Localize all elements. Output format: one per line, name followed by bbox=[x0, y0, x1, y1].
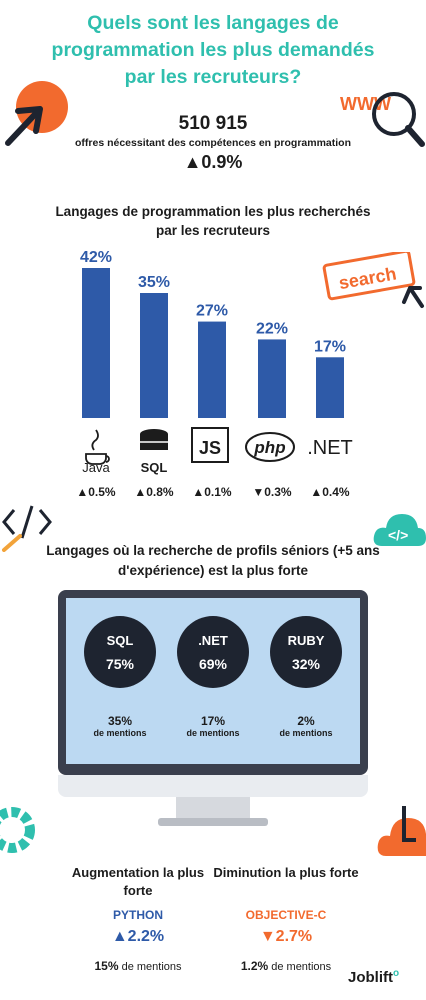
decrease-title: Diminution la plus forte bbox=[213, 865, 359, 880]
bar-value-label: 22% bbox=[256, 320, 288, 337]
gear-icon bbox=[0, 807, 35, 853]
senior-lang: RUBY bbox=[287, 633, 325, 648]
senior-lang: .NET bbox=[198, 633, 228, 648]
svg-text:</>: </> bbox=[388, 527, 408, 543]
category-label-dotnet: .NET bbox=[307, 437, 353, 459]
mentions-label: de mentions bbox=[93, 728, 147, 738]
decrease-mentions-pct: 1.2% bbox=[240, 959, 269, 973]
chart-title: Langages de programmation les plus reche… bbox=[55, 204, 371, 238]
decrease-mentions-label: de mentions bbox=[271, 961, 332, 973]
bar-value-label: 42% bbox=[80, 249, 112, 266]
bar-change-label: ▲0.4% bbox=[310, 485, 350, 499]
senior-circle-net: .NET 69% bbox=[177, 616, 249, 688]
monitor-stand bbox=[176, 797, 250, 819]
search-tag-icon: search bbox=[322, 252, 424, 308]
bar-value-label: 17% bbox=[314, 338, 346, 355]
bar-sql bbox=[140, 293, 168, 418]
bar-change-label: ▲0.1% bbox=[192, 485, 232, 499]
increase-mentions-pct: 15% bbox=[94, 959, 119, 973]
bar-change-label: ▼0.3% bbox=[252, 485, 292, 499]
increase-change: ▲2.2% bbox=[111, 928, 165, 945]
monitor-base bbox=[158, 818, 268, 826]
js-logo-icon bbox=[191, 427, 229, 463]
category-label-js: JS bbox=[199, 438, 221, 458]
mentions-pct: 17% bbox=[200, 714, 226, 728]
decrease-change: ▼2.7% bbox=[259, 928, 313, 945]
bar-change-label: ▲0.5% bbox=[76, 485, 116, 499]
php-logo-icon bbox=[245, 432, 295, 462]
cloud-code-icon: </> bbox=[373, 514, 426, 546]
monitor-panel: SQL 75% .NET 69% RUBY 32% 35% de mention… bbox=[58, 590, 368, 830]
senior-chart-title: Langages où la recherche de profils séni… bbox=[46, 543, 380, 578]
offers-count: 510 915 bbox=[178, 113, 248, 134]
bar-dotnet bbox=[316, 357, 344, 418]
decrease-lang: OBJECTIVE-C bbox=[245, 908, 327, 922]
increase-mentions-label: de mentions bbox=[121, 961, 182, 973]
bar-js bbox=[198, 321, 226, 418]
senior-lang: SQL bbox=[106, 633, 134, 648]
page-title: Quels sont les langages de programmation… bbox=[51, 12, 375, 88]
mentions-net: 17% de mentions bbox=[163, 714, 263, 738]
logo-dot-icon: o bbox=[393, 968, 400, 979]
senior-circle-ruby: RUBY 32% bbox=[270, 616, 342, 688]
senior-pct: 69% bbox=[198, 656, 228, 672]
decrease-mentions: 1.2% de mentions bbox=[206, 959, 366, 973]
bar-change-label: ▲0.8% bbox=[134, 485, 174, 499]
category-label-sql: SQL bbox=[141, 460, 168, 475]
mentions-pct: 2% bbox=[297, 714, 315, 728]
offers-change: ▲0.9% bbox=[183, 152, 243, 172]
bar-php bbox=[258, 339, 286, 418]
mentions-ruby: 2% de mentions bbox=[256, 714, 356, 738]
senior-circle-sql: SQL 75% bbox=[84, 616, 156, 688]
mentions-sql: 35% de mentions bbox=[70, 714, 170, 738]
bar-chart: 42% ▲0.5% 35% ▲0.8% 27% ▲0.1% 22% ▼0.3% 17% ▲0.4%… bbox=[76, 249, 353, 499]
bar-java bbox=[82, 268, 110, 418]
increase-title: Augmentation la plus forte bbox=[71, 865, 205, 898]
cloud-clock-icon bbox=[377, 806, 426, 856]
java-cup-icon bbox=[85, 429, 110, 465]
senior-pct: 32% bbox=[291, 656, 321, 672]
www-magnifier-icon: WWW bbox=[340, 92, 425, 147]
increase-lang: PYTHON bbox=[112, 908, 163, 922]
mentions-label: de mentions bbox=[186, 728, 240, 738]
monitor-frame: SQL 75% .NET 69% RUBY 32% 35% de mention… bbox=[58, 590, 368, 775]
increase-mentions: 15% de mentions bbox=[58, 959, 218, 973]
code-brackets-icon bbox=[2, 505, 52, 552]
mentions-pct: 35% bbox=[107, 714, 133, 728]
mentions-label: de mentions bbox=[279, 728, 333, 738]
bar-value-label: 27% bbox=[196, 303, 228, 320]
bar-value-label: 35% bbox=[138, 274, 170, 291]
category-label-php: php bbox=[253, 438, 285, 457]
offers-label: offres nécessitant des compétences en pr… bbox=[75, 137, 351, 149]
cursor-target-icon bbox=[5, 81, 68, 146]
monitor-screen: SQL 75% .NET 69% RUBY 32% 35% de mention… bbox=[66, 598, 360, 764]
joblift-logo: Joblifto bbox=[348, 968, 399, 986]
monitor-chin bbox=[58, 775, 368, 797]
senior-pct: 75% bbox=[105, 656, 135, 672]
logo-text: Joblift bbox=[348, 969, 393, 986]
